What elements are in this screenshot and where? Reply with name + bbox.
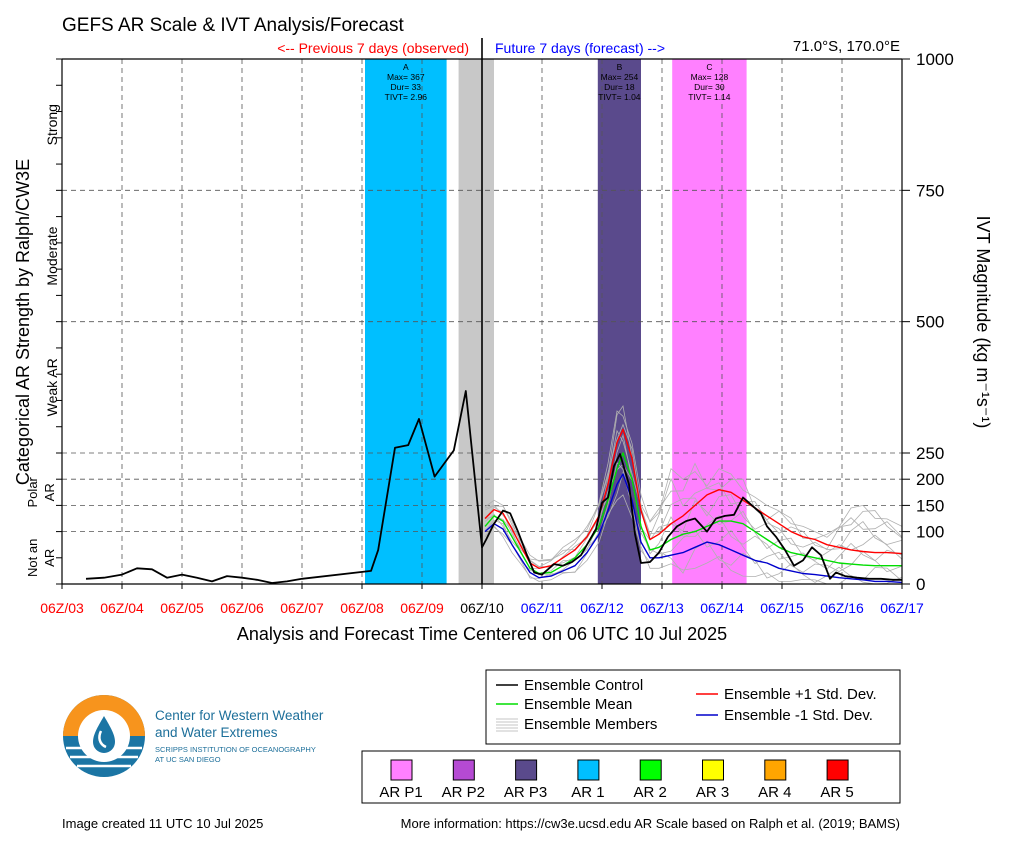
x-tick-label: 06Z/06: [220, 600, 264, 616]
ar-scale-label: AR 2: [634, 784, 667, 801]
ar-scale-swatch-ar_5: [826, 759, 849, 781]
legend-members-swatch: [496, 718, 518, 732]
cw3e-logo-mark: [63, 695, 145, 777]
ar-scale-label: AR 4: [758, 784, 791, 801]
logo-line-2: and Water Extremes: [155, 725, 278, 740]
y-tick-label: 200: [916, 470, 944, 489]
x-tick-label: 06Z/07: [280, 600, 324, 616]
location-label: 71.0°S, 170.0°E: [793, 38, 900, 55]
y-tick-label: 250: [916, 444, 944, 463]
category-label: Weak AR: [44, 358, 60, 416]
ar-event-c-text: TIVT= 1.14: [688, 92, 731, 102]
cw3e-logo: Center for Western Weather and Water Ext…: [63, 695, 324, 777]
y-tick-label: 500: [916, 313, 944, 332]
ar-scale-label: AR P1: [379, 784, 422, 801]
x-axis-label: Analysis and Forecast Time Centered on 0…: [237, 624, 727, 644]
ar-scale-label: AR P3: [504, 784, 547, 801]
x-tick-label: 06Z/11: [521, 600, 564, 616]
legend-plus-std-label: Ensemble +1 Std. Dev.: [724, 686, 877, 703]
left-axis-label: Categorical AR Strength by Ralph/CW3E: [13, 159, 33, 485]
ar-scale-swatch-ar_p3: [515, 759, 538, 781]
x-tick-label: 06Z/16: [820, 600, 864, 616]
x-tick-label: 06Z/15: [760, 600, 804, 616]
ar-event-a-text: TIVT= 2.96: [385, 92, 428, 102]
x-tick-label: 06Z/05: [160, 600, 204, 616]
y-tick-label: 100: [916, 523, 944, 542]
ar-event-c-text: Max= 128: [691, 72, 729, 82]
x-tick-label: 06Z/17: [880, 600, 924, 616]
previous-days-label: <-- Previous 7 days (observed): [277, 40, 469, 56]
ar-scale-label: AR 3: [696, 784, 729, 801]
x-tick-label: 06Z/10: [460, 600, 504, 616]
logo-line-3: SCRIPPS INSTITUTION OF OCEANOGRAPHY: [155, 745, 316, 754]
gridlines: [62, 59, 902, 584]
ar-scale-swatch-ar_2: [639, 759, 662, 781]
ar-event-b-text: Dur= 18: [604, 82, 635, 92]
series-minus_std-line: [484, 473, 903, 584]
ar-scale-label: AR 5: [820, 784, 853, 801]
legend-minus-std-label: Ensemble -1 Std. Dev.: [724, 707, 873, 724]
ar-event-a-text: Dur= 33: [391, 82, 422, 92]
right-axis-label: IVT Magnitude (kg m⁻¹s⁻¹): [973, 216, 993, 429]
series-lines: [85, 390, 903, 584]
ar-event-b-text: Max= 254: [601, 72, 639, 82]
series-control-line: [85, 390, 902, 584]
ar-scale-swatch-ar_3: [702, 759, 724, 781]
ar-scale-label: AR 1: [571, 784, 604, 801]
y-tick-label: 1000: [916, 50, 954, 69]
ar-scale-label: AR P2: [442, 784, 485, 801]
ar-event-a-text: Max= 367: [387, 72, 425, 82]
ar-scale-swatch-ar_p1: [390, 759, 413, 781]
logo-line-4: AT UC SAN DIEGO: [155, 755, 221, 764]
ar-scale-swatch-ar_1: [577, 759, 600, 781]
chart-title: GEFS AR Scale & IVT Analysis/Forecast: [62, 15, 404, 36]
ar-scale-legend: AR P1 AR P2 AR P3 AR 1 AR 2 AR 3 AR 4 AR 5: [361, 750, 901, 804]
more-info-label: More information: https://cw3e.ucsd.edu …: [401, 816, 900, 831]
x-tick-label: 06Z/08: [340, 600, 384, 616]
y-tick-label: 750: [916, 181, 944, 200]
series-legend: Ensemble Control Ensemble Mean Ensemble …: [485, 669, 901, 745]
x-tick-label: 06Z/14: [700, 600, 744, 616]
logo-line-1: Center for Western Weather: [155, 708, 324, 723]
axes: 06Z/03 06Z/04 06Z/05 06Z/06 06Z/07 06Z/08 06Z/…: [25, 38, 954, 616]
category-label: Strong: [44, 104, 60, 145]
image-created-label: Image created 11 UTC 10 Jul 2025: [62, 816, 263, 831]
legend-control-label: Ensemble Control: [524, 677, 643, 694]
legend-mean-label: Ensemble Mean: [524, 696, 632, 713]
y-tick-label: 0: [916, 575, 925, 594]
x-tick-label: 06Z/12: [580, 600, 624, 616]
series-plus_std-line: [484, 428, 903, 569]
ensemble-member-line: [484, 494, 903, 585]
category-label: Not an AR: [25, 539, 57, 577]
category-label: Polar AR: [25, 476, 57, 507]
ar-event-c-text: C: [706, 62, 712, 72]
ar-event-b-text: TIVT= 1.04: [598, 92, 641, 102]
ensemble-member-line: [484, 423, 903, 568]
ar-scale-swatch-ar_p2: [452, 759, 475, 781]
x-tick-label: 06Z/09: [400, 600, 444, 616]
ar-event-c-text: Dur= 30: [694, 82, 725, 92]
future-days-label: Future 7 days (forecast) -->: [495, 40, 665, 56]
legend-members-label: Ensemble Members: [524, 716, 657, 733]
y-tick-label: 150: [916, 496, 944, 515]
ar-event-b-text: B: [617, 62, 623, 72]
ar-event-a-text: A: [403, 62, 409, 72]
x-tick-label: 06Z/13: [640, 600, 684, 616]
x-tick-label: 06Z/03: [40, 600, 84, 616]
ar-scale-swatch-ar_4: [764, 759, 787, 781]
x-tick-label: 06Z/04: [100, 600, 144, 616]
ensemble-member-line: [484, 410, 903, 562]
category-label: Moderate: [44, 226, 60, 285]
